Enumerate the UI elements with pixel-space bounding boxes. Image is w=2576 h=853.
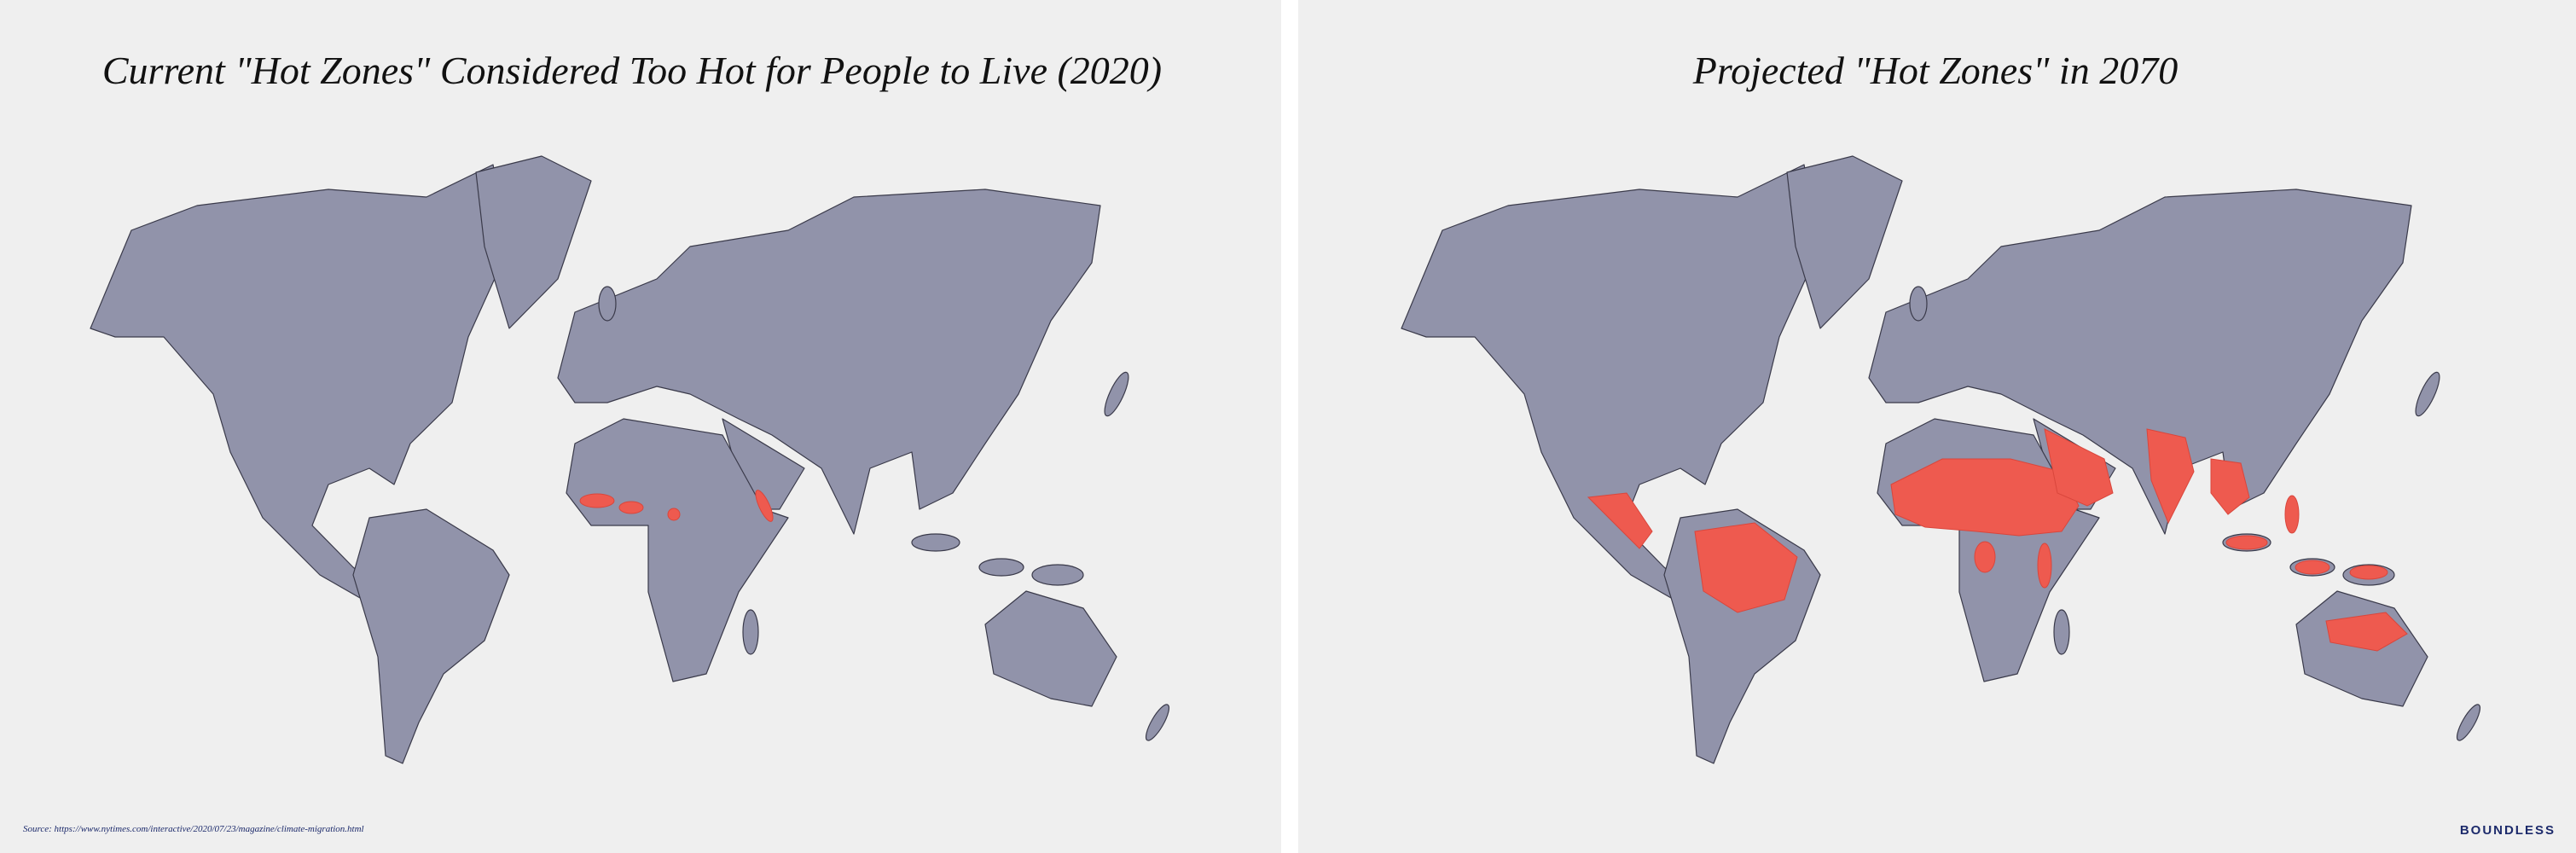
- hot-zone: [2295, 560, 2330, 575]
- brand-logo: BOUNDLESS: [2460, 823, 2556, 838]
- panel-title: Projected "Hot Zones" in 2070: [1692, 49, 2178, 92]
- hot-zone: [2210, 458, 2250, 515]
- hot-zone: [2146, 428, 2195, 525]
- hot-zone: [1890, 458, 2080, 537]
- world-map-2020: [90, 155, 1174, 764]
- hot-zone: [755, 490, 774, 522]
- hot-zone: [2037, 543, 2052, 589]
- hot-zone: [2284, 495, 2300, 534]
- world-map-2070: [1401, 155, 2485, 764]
- hot-zone: [1587, 492, 1653, 549]
- panel-title: Current "Hot Zones" Considered Too Hot f…: [102, 49, 1162, 92]
- hot-zone: [2349, 565, 2388, 580]
- hot-zone: [2044, 428, 2114, 507]
- hot-zone: [1694, 522, 1798, 613]
- hot-zone: [618, 501, 644, 514]
- hot-zone: [667, 508, 681, 521]
- source: Source: https://www.nytimes.com/interact…: [23, 824, 364, 834]
- hot-zone: [2325, 612, 2408, 652]
- hot-zone: [1974, 541, 1996, 573]
- hot-zone: [579, 493, 615, 508]
- hot-zone: [2225, 535, 2268, 550]
